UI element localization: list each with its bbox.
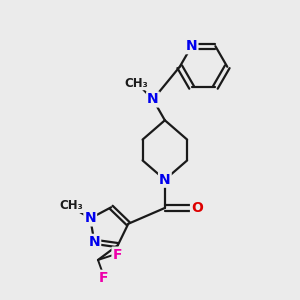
Text: O: O <box>191 201 203 215</box>
Text: N: N <box>159 173 171 187</box>
Text: F: F <box>99 271 108 285</box>
Text: N: N <box>147 92 159 106</box>
Text: CH₃: CH₃ <box>59 200 83 212</box>
Text: N: N <box>84 212 96 225</box>
Text: N: N <box>88 235 100 249</box>
Text: N: N <box>186 39 197 53</box>
Text: CH₃: CH₃ <box>125 76 148 90</box>
Text: F: F <box>112 248 122 262</box>
